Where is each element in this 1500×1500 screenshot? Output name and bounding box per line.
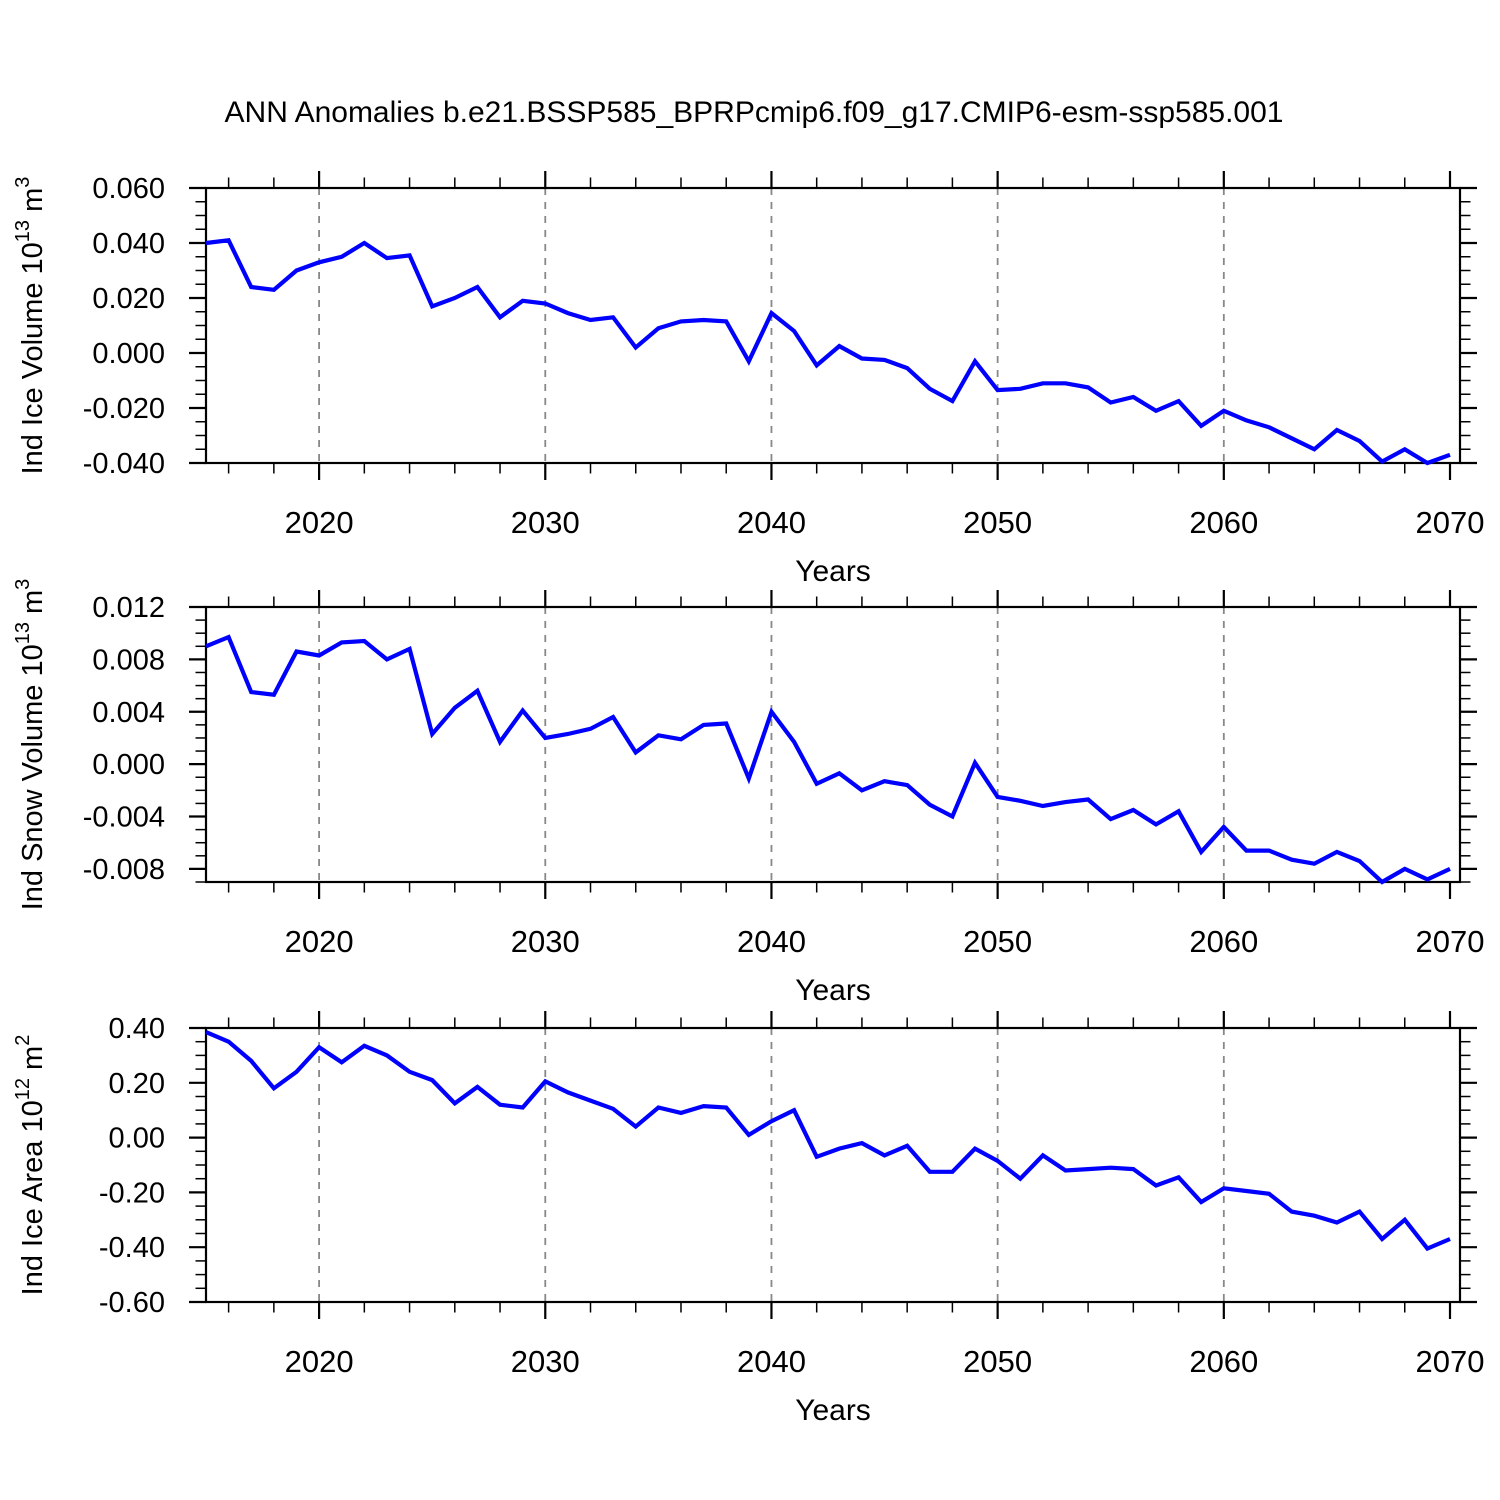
y-tick-label: 0.00	[109, 1123, 165, 1155]
x-tick-label-2060: 2060	[1189, 505, 1258, 540]
x-tick-label-2030: 2030	[511, 924, 580, 959]
plot-frame	[204, 605, 1462, 884]
y-tick-label: -0.004	[83, 802, 165, 834]
y-tick-label: 0.000	[92, 338, 165, 370]
y-tick-label: -0.20	[99, 1177, 165, 1209]
panel-ind-ice-volume-anomaly: 2020 2030 2040 2050 2060 2070 0.060 0.040 0.020 0…	[12, 171, 1484, 588]
x-tick-label-2040: 2040	[737, 1344, 806, 1379]
y-tick-label: 0.20	[109, 1068, 165, 1100]
x-tick-label-2050: 2050	[963, 1344, 1032, 1379]
y-tick-label: 0.012	[92, 592, 165, 624]
x-tick-label-2020: 2020	[285, 924, 354, 959]
x-tick-label-2050: 2050	[963, 924, 1032, 959]
x-tick-label-2030: 2030	[511, 505, 580, 540]
y-tick-label: 0.000	[92, 749, 165, 781]
y-axis-label-ind-ice-volume-anomaly: Ind Ice Volume 1013 m3	[12, 177, 49, 475]
plot-frame	[204, 1026, 1462, 1304]
x-tick-label-2030: 2030	[511, 1344, 580, 1379]
data-line-ind-ice-volume-anomaly	[205, 238, 1451, 466]
plot-frame	[204, 186, 1462, 465]
y-tick-label: -0.020	[83, 393, 165, 425]
x-tick-label-2070: 2070	[1416, 505, 1485, 540]
x-tick-label-2060: 2060	[1189, 924, 1258, 959]
y-tick-label: 0.40	[109, 1013, 165, 1045]
x-tick-label-2020: 2020	[285, 505, 354, 540]
x-axis-label-years: Years	[795, 555, 871, 588]
figure-title: ANN Anomalies b.e21.BSSP585_BPRPcmip6.f0…	[224, 96, 1284, 129]
y-axis-label-ind-snow-volume-anomaly: Ind Snow Volume 1013 m3	[12, 579, 49, 911]
x-tick-label-2040: 2040	[737, 505, 806, 540]
y-tick-label: 0.020	[92, 283, 165, 315]
y-tick-label: -0.008	[83, 854, 165, 886]
y-tick-label: 0.040	[92, 228, 165, 260]
x-tick-label-2070: 2070	[1416, 1344, 1485, 1379]
data-line-ind-ice-area-anomaly	[205, 1030, 1451, 1252]
y-tick-label: 0.004	[92, 697, 165, 729]
x-tick-label-2040: 2040	[737, 924, 806, 959]
x-tick-label-2060: 2060	[1189, 1344, 1258, 1379]
y-tick-label: -0.40	[99, 1232, 165, 1264]
panel-ind-ice-area-anomaly: 2020 2030 2040 2050 2060 2070 0.40 0.20 0.00 -0.2…	[12, 1011, 1484, 1427]
x-axis-label-years: Years	[795, 974, 871, 1007]
y-tick-label: 0.060	[92, 173, 165, 205]
x-axis-label-years: Years	[795, 1394, 871, 1427]
y-tick-label: -0.60	[99, 1287, 165, 1319]
y-tick-label: -0.040	[83, 448, 165, 480]
panel-ind-snow-volume-anomaly: 2020 2030 2040 2050 2060 2070 0.012 0.008 0.004 0…	[12, 579, 1484, 1007]
y-tick-label: 0.008	[92, 644, 165, 676]
y-axis-label-ind-ice-area-anomaly: Ind Ice Area 1012 m2	[12, 1035, 49, 1296]
x-tick-label-2050: 2050	[963, 505, 1032, 540]
x-tick-label-2020: 2020	[285, 1344, 354, 1379]
x-tick-label-2070: 2070	[1416, 924, 1485, 959]
data-line-ind-snow-volume-anomaly	[205, 634, 1451, 885]
